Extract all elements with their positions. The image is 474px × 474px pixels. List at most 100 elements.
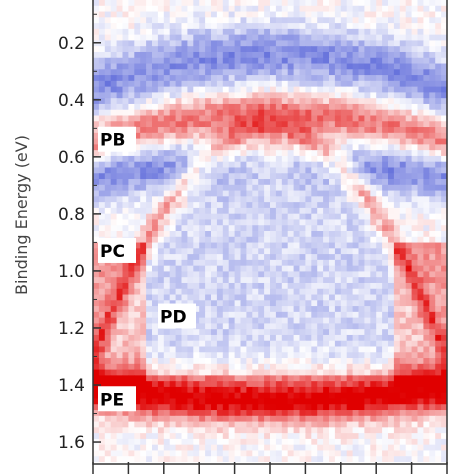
heatmap-cell: [329, 404, 336, 411]
heatmap-cell: [305, 392, 312, 400]
heatmap-cell: [199, 167, 206, 174]
heatmap-cell: [187, 346, 194, 353]
heatmap-cell: [157, 346, 165, 353]
heatmap-cell: [329, 433, 336, 440]
heatmap-cell: [435, 300, 442, 307]
heatmap-cell: [116, 375, 124, 382]
heatmap-cell: [240, 438, 247, 446]
heatmap-cell: [299, 410, 306, 417]
heatmap-cell: [417, 46, 424, 53]
heatmap-cell: [405, 179, 413, 186]
heatmap-cell: [246, 294, 253, 301]
heatmap-cell: [287, 392, 295, 400]
heatmap-cell: [98, 456, 106, 462]
heatmap-cell: [128, 438, 135, 446]
heatmap-cell: [110, 410, 118, 417]
heatmap-cell: [152, 219, 159, 226]
heatmap-cell: [181, 254, 188, 261]
heatmap-cell: [122, 277, 129, 284]
heatmap-cell: [441, 98, 447, 105]
heatmap-cell: [199, 433, 206, 440]
heatmap-cell: [199, 138, 206, 145]
heatmap-cell: [258, 46, 265, 53]
heatmap-cell: [216, 17, 224, 24]
heatmap-cell: [311, 121, 318, 128]
heatmap-cell: [205, 28, 212, 36]
heatmap-cell: [346, 17, 354, 24]
heatmap-cell: [157, 80, 165, 88]
heatmap-cell: [382, 115, 389, 122]
heatmap-cell: [104, 155, 112, 163]
heatmap-cell: [205, 75, 212, 82]
heatmap-cell: [435, 167, 442, 174]
heatmap-cell: [163, 121, 171, 128]
heatmap-cell: [134, 392, 141, 400]
heatmap-cell: [228, 456, 236, 462]
heatmap-cell: [441, 173, 447, 180]
heatmap-cell: [146, 138, 153, 145]
heatmap-cell: [211, 334, 218, 342]
heatmap-cell: [334, 438, 342, 446]
heatmap-cell: [405, 155, 413, 163]
heatmap-cell: [340, 28, 348, 36]
heatmap-cell: [211, 294, 218, 301]
heatmap-cell: [163, 386, 171, 394]
heatmap-cell: [152, 138, 159, 145]
heatmap-cell: [211, 421, 218, 428]
heatmap-cell: [281, 410, 289, 417]
heatmap-cell: [317, 334, 324, 342]
heatmap-cell: [346, 127, 354, 134]
heatmap-cell: [110, 427, 118, 434]
heatmap-cell: [240, 306, 247, 313]
heatmap-cell: [187, 450, 194, 457]
heatmap-cell: [98, 415, 106, 423]
heatmap-cell: [193, 427, 200, 434]
heatmap-cell: [264, 254, 271, 261]
heatmap-cell: [334, 190, 342, 197]
heatmap-cell: [376, 40, 383, 47]
heatmap-cell: [311, 202, 318, 209]
heatmap-cell: [228, 358, 236, 365]
heatmap-cell: [417, 219, 424, 226]
heatmap-cell: [228, 369, 236, 376]
heatmap-cell: [388, 11, 395, 18]
heatmap-cell: [281, 132, 289, 140]
heatmap-cell: [228, 225, 236, 232]
heatmap-cell: [441, 427, 447, 434]
heatmap-cell: [346, 421, 354, 428]
heatmap-cell: [216, 202, 224, 209]
heatmap-cell: [140, 63, 147, 70]
heatmap-cell: [405, 57, 413, 65]
heatmap-cell: [234, 288, 242, 296]
heatmap-cell: [429, 317, 436, 325]
heatmap-cell: [187, 242, 194, 249]
heatmap-cell: [275, 254, 283, 261]
heatmap-cell: [358, 23, 365, 30]
heatmap-cell: [358, 259, 365, 267]
heatmap-cell: [399, 28, 407, 36]
heatmap-cell: [193, 167, 200, 174]
heatmap-cell: [128, 271, 135, 278]
heatmap-cell: [122, 306, 129, 313]
heatmap-cell: [104, 450, 112, 457]
heatmap-cell: [104, 75, 112, 82]
heatmap-cell: [358, 57, 365, 65]
heatmap-cell: [181, 92, 188, 99]
heatmap-cell: [175, 346, 183, 353]
heatmap-cell: [435, 161, 442, 169]
heatmap-cell: [110, 80, 118, 88]
heatmap-cell: [181, 288, 188, 296]
heatmap-cell: [258, 219, 265, 226]
heatmap-cell: [346, 265, 354, 273]
heatmap-cell: [246, 46, 253, 53]
heatmap-cell: [93, 433, 100, 440]
heatmap-cell: [128, 155, 135, 163]
heatmap-cell: [352, 404, 360, 411]
heatmap-cell: [311, 334, 318, 342]
heatmap-cell: [287, 150, 295, 157]
heatmap-cell: [275, 311, 283, 319]
heatmap-cell: [222, 236, 230, 244]
heatmap-cell: [311, 109, 318, 117]
heatmap-cell: [98, 121, 106, 128]
heatmap-cell: [293, 69, 301, 76]
